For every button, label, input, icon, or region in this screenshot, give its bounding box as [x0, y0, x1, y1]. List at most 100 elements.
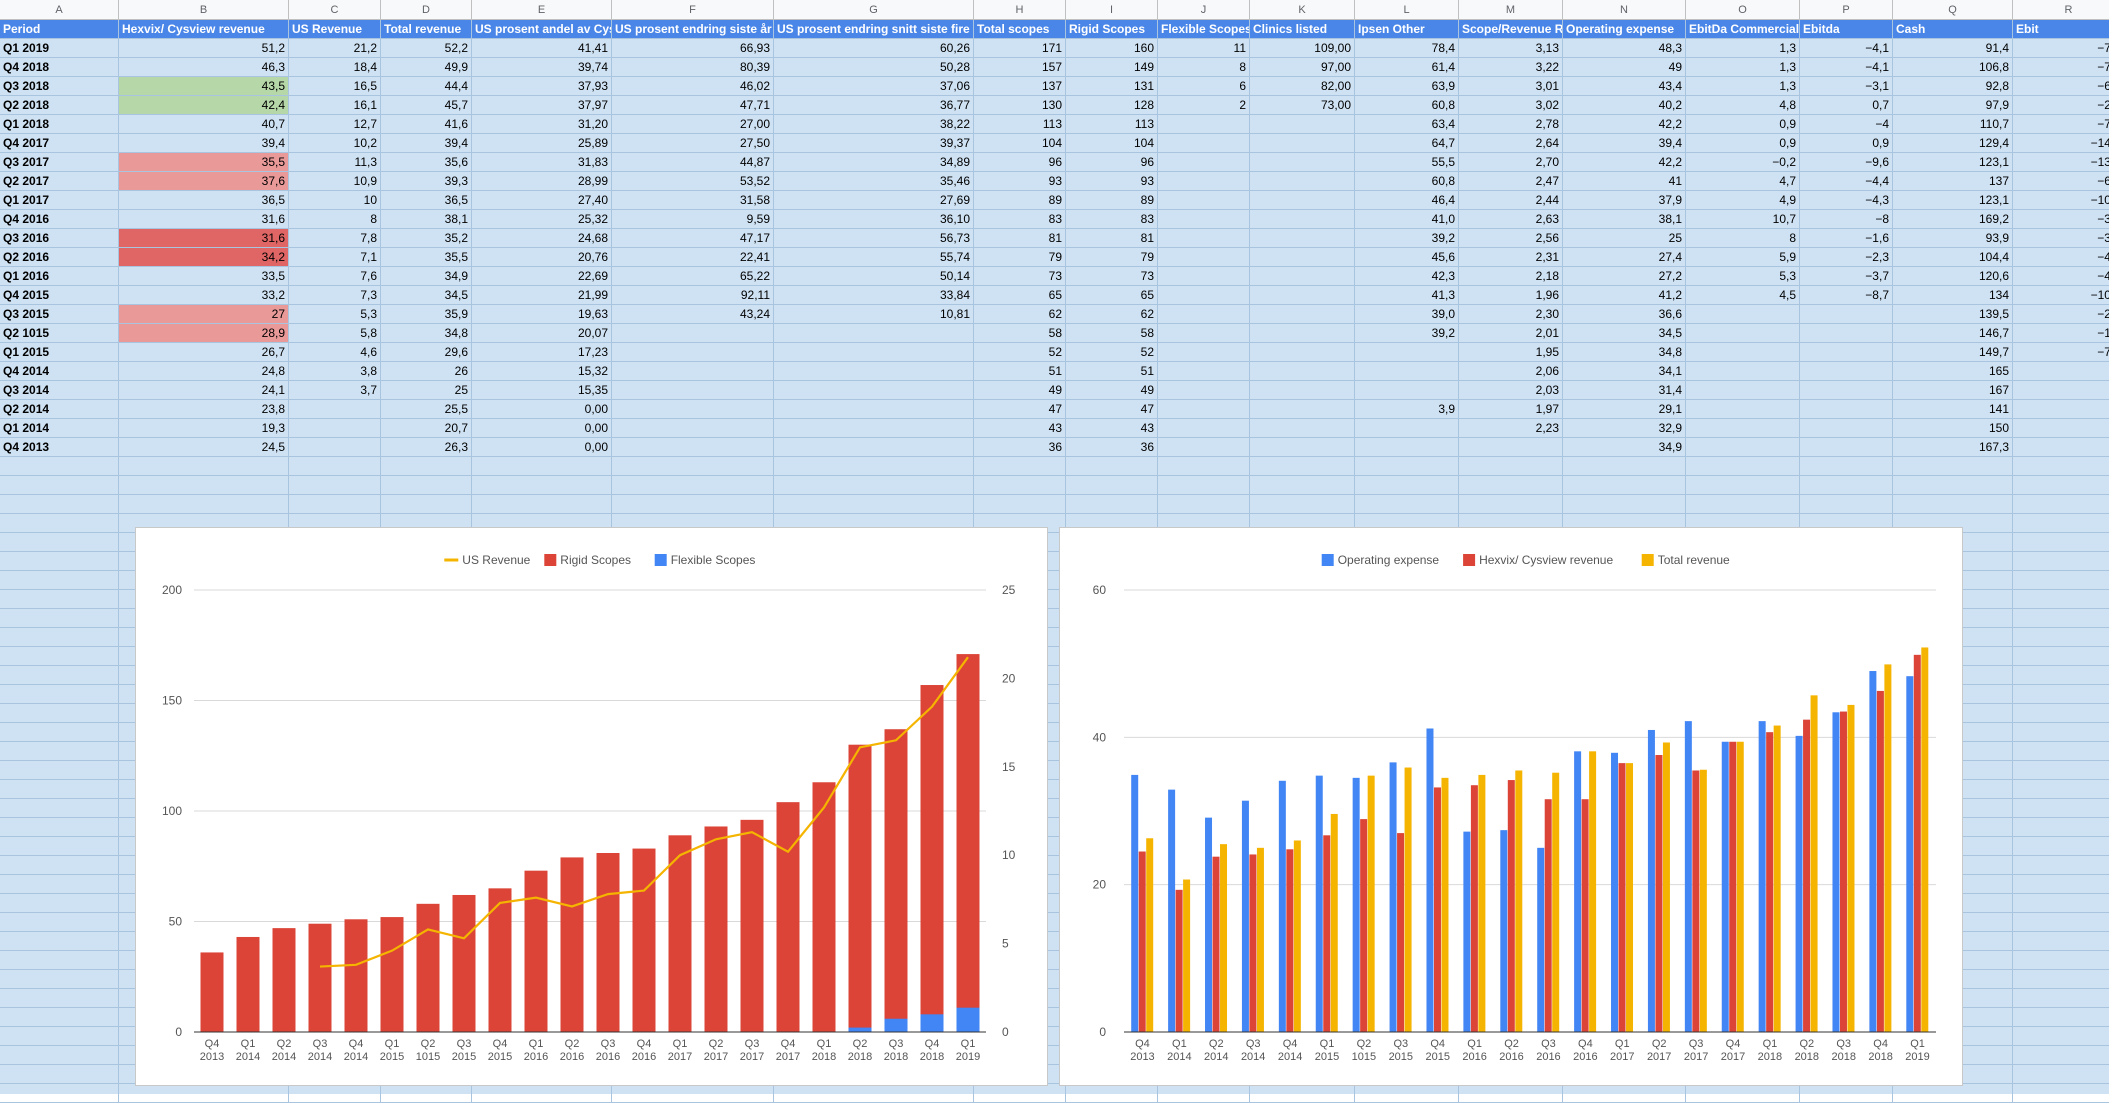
data-cell[interactable]: Q2 2016: [0, 248, 119, 267]
data-cell[interactable]: 92,8: [1893, 77, 2013, 96]
data-cell[interactable]: 36,77: [774, 96, 974, 115]
data-cell[interactable]: 83: [1066, 210, 1158, 229]
data-cell[interactable]: [1158, 191, 1250, 210]
data-cell[interactable]: [119, 476, 289, 495]
data-cell[interactable]: [0, 818, 119, 837]
data-cell[interactable]: [774, 324, 974, 343]
column-letter-l[interactable]: L: [1355, 0, 1459, 20]
data-cell[interactable]: [0, 647, 119, 666]
data-cell[interactable]: [612, 495, 774, 514]
data-cell[interactable]: [2013, 1008, 2109, 1027]
data-cell[interactable]: 65,22: [612, 267, 774, 286]
data-cell[interactable]: 20,07: [472, 324, 612, 343]
data-cell[interactable]: −6,4: [2013, 77, 2109, 96]
data-cell[interactable]: [1800, 419, 1893, 438]
data-cell[interactable]: −6,8: [2013, 172, 2109, 191]
data-cell[interactable]: 27,00: [612, 115, 774, 134]
data-cell[interactable]: [1250, 324, 1355, 343]
data-cell[interactable]: −4,1: [1800, 39, 1893, 58]
data-cell[interactable]: 37,06: [774, 77, 974, 96]
data-cell[interactable]: 34,5: [381, 286, 472, 305]
data-cell[interactable]: 33,2: [119, 286, 289, 305]
data-cell[interactable]: 29,6: [381, 343, 472, 362]
data-cell[interactable]: 29,1: [1563, 400, 1686, 419]
data-cell[interactable]: 51,2: [119, 39, 289, 58]
data-cell[interactable]: [974, 495, 1066, 514]
data-cell[interactable]: [1158, 134, 1250, 153]
data-cell[interactable]: [2013, 609, 2109, 628]
data-cell[interactable]: 3,02: [1459, 96, 1563, 115]
data-cell[interactable]: 167: [1893, 381, 2013, 400]
data-cell[interactable]: [0, 894, 119, 913]
data-cell[interactable]: −13,9: [2013, 153, 2109, 172]
data-cell[interactable]: 2,01: [1459, 324, 1563, 343]
data-cell[interactable]: Q3 2017: [0, 153, 119, 172]
data-cell[interactable]: [1686, 324, 1800, 343]
header-cell[interactable]: Flexible Scopes: [1158, 20, 1250, 39]
data-cell[interactable]: 91,4: [1893, 39, 2013, 58]
data-cell[interactable]: [1686, 305, 1800, 324]
data-cell[interactable]: 34,9: [1563, 438, 1686, 457]
header-cell[interactable]: Ipsen Other: [1355, 20, 1459, 39]
data-cell[interactable]: [1800, 438, 1893, 457]
data-cell[interactable]: [2013, 780, 2109, 799]
data-cell[interactable]: [0, 571, 119, 590]
data-cell[interactable]: 110,7: [1893, 115, 2013, 134]
data-cell[interactable]: [1686, 438, 1800, 457]
data-cell[interactable]: 33,5: [119, 267, 289, 286]
header-cell[interactable]: Operating expense: [1563, 20, 1686, 39]
data-cell[interactable]: [1250, 305, 1355, 324]
data-cell[interactable]: [1158, 438, 1250, 457]
column-letter-e[interactable]: E: [472, 0, 612, 20]
data-cell[interactable]: [2013, 989, 2109, 1008]
data-cell[interactable]: 40,7: [119, 115, 289, 134]
header-cell[interactable]: Total revenue: [381, 20, 472, 39]
data-cell[interactable]: 26,3: [381, 438, 472, 457]
data-cell[interactable]: [1459, 476, 1563, 495]
data-cell[interactable]: [774, 400, 974, 419]
data-cell[interactable]: 34,9: [381, 267, 472, 286]
data-cell[interactable]: [2013, 476, 2109, 495]
data-cell[interactable]: [1158, 476, 1250, 495]
data-cell[interactable]: 58: [1066, 324, 1158, 343]
data-cell[interactable]: 113: [1066, 115, 1158, 134]
data-cell[interactable]: 49: [1066, 381, 1158, 400]
data-cell[interactable]: 27,50: [612, 134, 774, 153]
header-cell[interactable]: Hexvix/ Cysview revenue: [119, 20, 289, 39]
data-cell[interactable]: [2013, 381, 2109, 400]
data-cell[interactable]: [2013, 799, 2109, 818]
data-cell[interactable]: [774, 343, 974, 362]
data-cell[interactable]: 44,87: [612, 153, 774, 172]
data-cell[interactable]: [1250, 476, 1355, 495]
header-cell[interactable]: Cash: [1893, 20, 2013, 39]
data-cell[interactable]: −1,9: [2013, 324, 2109, 343]
data-cell[interactable]: [1066, 495, 1158, 514]
data-cell[interactable]: 139,5: [1893, 305, 2013, 324]
data-cell[interactable]: 106,8: [1893, 58, 2013, 77]
data-cell[interactable]: [612, 362, 774, 381]
data-cell[interactable]: 52: [1066, 343, 1158, 362]
data-cell[interactable]: [0, 457, 119, 476]
data-cell[interactable]: [0, 590, 119, 609]
data-cell[interactable]: [1250, 191, 1355, 210]
data-cell[interactable]: 42,2: [1563, 115, 1686, 134]
data-cell[interactable]: [0, 514, 119, 533]
data-cell[interactable]: [1158, 381, 1250, 400]
data-cell[interactable]: 45,6: [1355, 248, 1459, 267]
data-cell[interactable]: −4,9: [2013, 267, 2109, 286]
data-cell[interactable]: 24,5: [119, 438, 289, 457]
data-cell[interactable]: [289, 495, 381, 514]
data-cell[interactable]: 97,00: [1250, 58, 1355, 77]
data-cell[interactable]: 7,6: [289, 267, 381, 286]
data-cell[interactable]: 19,63: [472, 305, 612, 324]
data-cell[interactable]: −7,5: [2013, 58, 2109, 77]
data-cell[interactable]: [0, 1027, 119, 1046]
data-cell[interactable]: 39,3: [381, 172, 472, 191]
data-cell[interactable]: 83: [974, 210, 1066, 229]
data-cell[interactable]: [612, 324, 774, 343]
data-cell[interactable]: 63,4: [1355, 115, 1459, 134]
data-cell[interactable]: 96: [1066, 153, 1158, 172]
data-cell[interactable]: [1250, 438, 1355, 457]
data-cell[interactable]: [0, 666, 119, 685]
data-cell[interactable]: [1800, 400, 1893, 419]
